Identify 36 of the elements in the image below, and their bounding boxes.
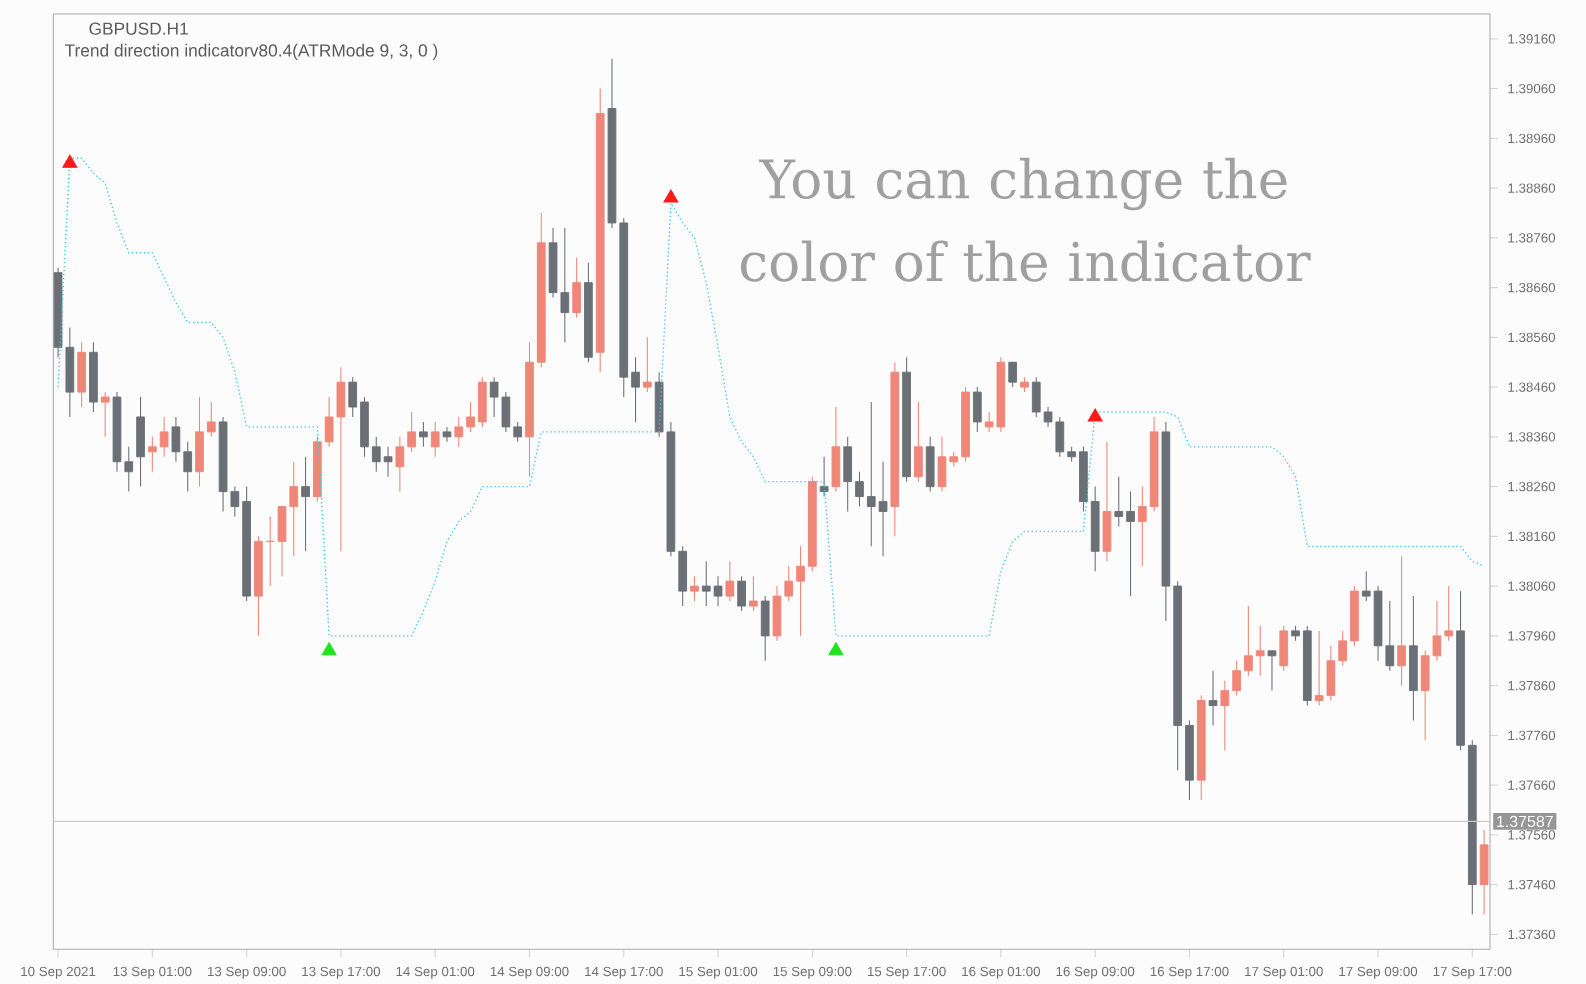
candlestick bbox=[136, 396, 145, 488]
candlestick bbox=[819, 456, 829, 498]
candlestick bbox=[1267, 650, 1277, 692]
candlestick bbox=[430, 421, 440, 458]
candlestick bbox=[100, 391, 110, 438]
point bbox=[1087, 408, 1103, 422]
candlestick bbox=[77, 341, 86, 408]
candlestick bbox=[725, 560, 735, 602]
candlestick bbox=[442, 426, 452, 443]
candlestick bbox=[1479, 829, 1489, 916]
candlestick bbox=[642, 336, 652, 393]
annotation: You can change the color of the indicator bbox=[740, 157, 1311, 282]
point bbox=[663, 189, 679, 203]
candlestick bbox=[831, 406, 841, 493]
text: Trend direction indicatorv80.4(ATRMode 9, 3, 0 ) bbox=[64, 43, 438, 61]
candlestick bbox=[760, 595, 770, 662]
candlestick bbox=[690, 575, 699, 602]
chart-title: GBPUSD.H1 bbox=[89, 22, 188, 35]
candlestick bbox=[1397, 555, 1406, 687]
point bbox=[62, 154, 78, 168]
point bbox=[321, 642, 337, 656]
ref-line-label: 1.37587 bbox=[1497, 815, 1553, 828]
candlestick bbox=[1102, 441, 1112, 562]
candlestick bbox=[1409, 595, 1418, 721]
candlestick bbox=[972, 386, 982, 433]
candlestick bbox=[419, 421, 428, 448]
candlestick bbox=[1208, 670, 1218, 726]
point bbox=[828, 642, 844, 656]
candlestick bbox=[925, 436, 935, 493]
candlestick bbox=[1279, 625, 1289, 672]
candlestick bbox=[1008, 361, 1018, 388]
candlestick bbox=[749, 575, 758, 612]
candlestick bbox=[737, 575, 746, 612]
candlestick bbox=[914, 401, 923, 483]
candlestick bbox=[301, 456, 310, 552]
candlestick bbox=[572, 257, 581, 319]
